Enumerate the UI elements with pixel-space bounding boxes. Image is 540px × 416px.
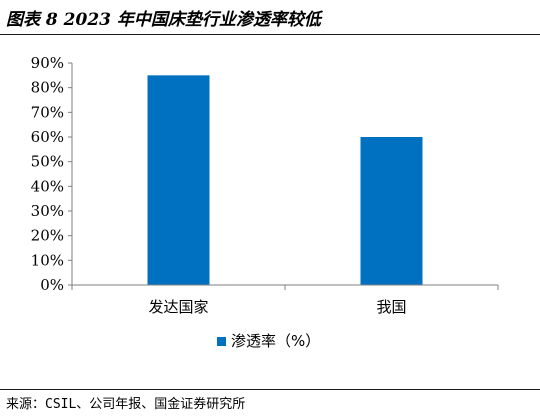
y-tick-label: 40% — [31, 177, 64, 195]
bar-chart: 0% 10% 20% 30% 40% 50% 60% 70% 80% 90% 发达国家 我国 渗透率… — [31, 54, 499, 350]
x-tick-label: 发达国家 — [148, 298, 208, 316]
chart-title: 图表 8 2023 年中国床垫行业渗透率较低 — [6, 10, 321, 30]
y-tick-label: 90% — [31, 54, 64, 72]
bottom-rule — [0, 389, 540, 390]
y-tick-label: 50% — [31, 153, 64, 171]
top-rule — [0, 34, 540, 35]
y-tick-label: 10% — [31, 251, 64, 269]
y-tick-label: 80% — [31, 79, 64, 97]
legend-swatch — [217, 337, 226, 346]
legend: 渗透率（%） — [217, 332, 320, 350]
y-tick-label: 60% — [31, 128, 64, 146]
y-axis: 0% 10% 20% 30% 40% 50% 60% 70% 80% 90% — [31, 54, 73, 294]
legend-label: 渗透率（%） — [231, 332, 320, 350]
y-tick-label: 20% — [31, 227, 64, 245]
y-tick-label: 0% — [40, 276, 64, 294]
x-tick-label: 我国 — [376, 298, 406, 316]
bar — [360, 137, 423, 285]
y-tick-label: 70% — [31, 103, 64, 121]
x-axis: 发达国家 我国 — [71, 284, 499, 316]
bar — [147, 75, 210, 285]
bars — [147, 75, 423, 285]
y-tick-label: 30% — [31, 202, 64, 220]
source-note: 来源：CSIL、公司年报、国金证券研究所 — [6, 397, 246, 412]
